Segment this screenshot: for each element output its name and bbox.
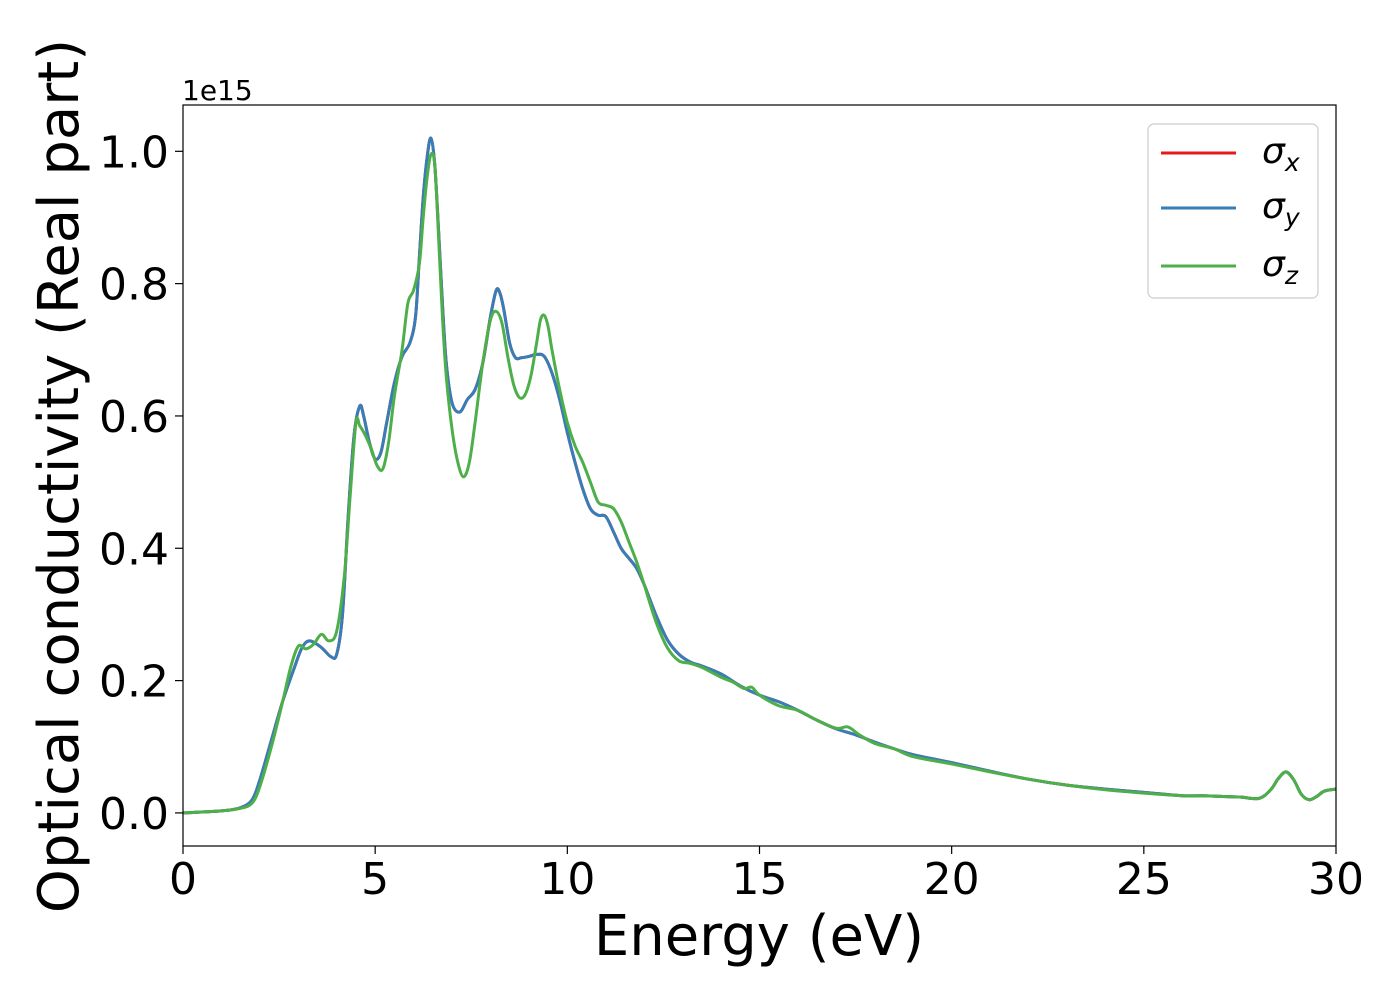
y-tick-label: 0.2 (99, 657, 169, 708)
x-tick-label: 25 (1116, 854, 1172, 905)
x-tick-label: 20 (924, 854, 980, 905)
legend-entry-sigma-x: σx (1161, 131, 1300, 177)
axes-frame (182, 104, 1337, 847)
y-tick-label: 1.0 (99, 127, 169, 178)
x-axis-label: Energy (eV) (594, 904, 924, 969)
x-tick-label: 0 (169, 854, 197, 905)
legend-label: σx (1262, 131, 1300, 177)
legend-entry-sigma-y: σy (1161, 186, 1301, 232)
y-axis-offset-text: 1e15 (182, 74, 253, 107)
legend-entry-sigma-z: σz (1161, 244, 1299, 290)
series-line-sigma-z (183, 151, 1336, 815)
x-tick-label: 5 (361, 854, 389, 905)
legend: σx σy σz (1147, 123, 1319, 299)
legend-box (1147, 123, 1319, 299)
y-axis-ticks: 0.0 0.2 0.4 0.6 0.8 1.0 (99, 127, 183, 840)
y-tick-label: 0.6 (99, 392, 169, 443)
x-axis-ticks: 0 5 10 15 20 25 30 (169, 846, 1364, 905)
y-tick-label: 0.8 (99, 260, 169, 311)
plot-area (183, 136, 1336, 815)
legend-label: σz (1262, 244, 1299, 290)
x-tick-label: 30 (1308, 854, 1364, 905)
legend-label: σy (1262, 186, 1301, 232)
y-tick-label: 0.0 (99, 789, 169, 840)
y-tick-label: 0.4 (99, 524, 169, 575)
y-axis-label: Optical conductivity (Real part) (27, 39, 92, 913)
x-tick-label: 10 (539, 854, 595, 905)
x-tick-label: 15 (732, 854, 788, 905)
